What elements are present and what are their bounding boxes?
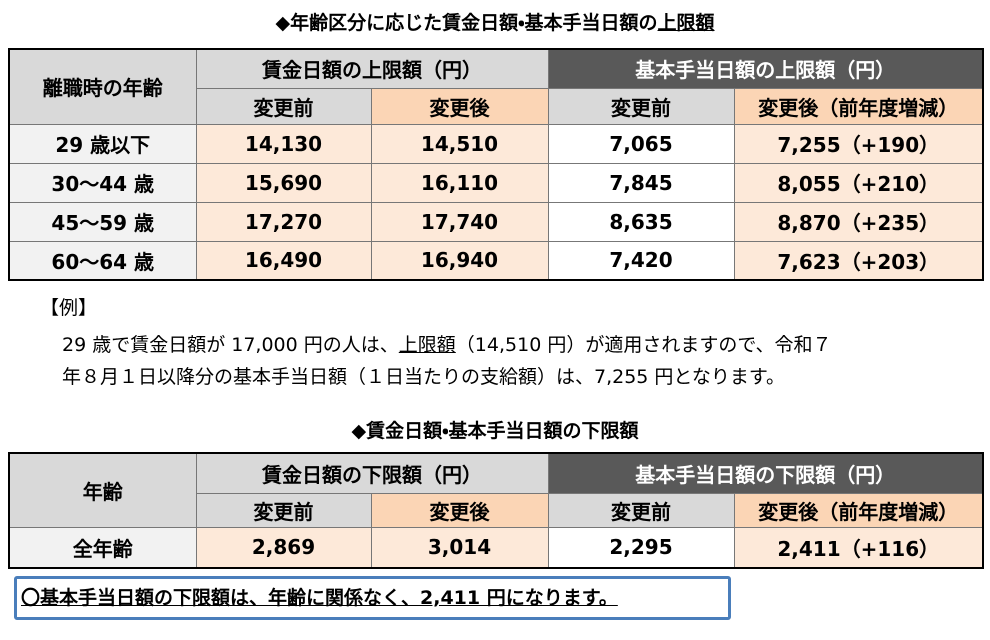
header-cell: 賃金日額の下限額（円） (195, 452, 549, 494)
subheader-cell: 変更前 (195, 87, 372, 125)
header-cell: 年齢 (8, 452, 197, 528)
value-cell: 7,255（+190） (733, 123, 984, 164)
age-cell: 29 歳以下 (8, 123, 197, 164)
text-emphasis: 上限額 (398, 334, 456, 356)
header-cell: 基本手当日額の上限額（円） (547, 48, 984, 89)
text: 29 歳で賃金日額が 17,000 円の人は、 (62, 334, 399, 356)
subheader-cell: 変更後（前年度増減） (733, 87, 984, 125)
value-cell: 2,869 (195, 526, 372, 569)
value-cell: 7,420 (547, 240, 735, 281)
example-label: 【例】 (40, 297, 98, 319)
age-cell: 30～44 歳 (8, 162, 197, 203)
value-cell: 8,635 (547, 201, 735, 242)
subheader-cell: 変更前 (195, 492, 372, 528)
table-body: 29 歳以下 14,130 14,510 7,065 7,255（+190） 30～44 … (8, 123, 984, 281)
value-cell: 14,130 (195, 123, 372, 164)
value-cell: 17,740 (370, 201, 549, 242)
value-cell: 16,940 (370, 240, 549, 281)
value-cell: 7,623（+203） (733, 240, 984, 281)
value-cell: 7,065 (547, 123, 735, 164)
header-cell: 賃金日額の上限額（円） (195, 48, 549, 89)
lower-title: ◆賃金日額・基本手当日額の下限額 (351, 420, 639, 442)
table-row: 29 歳以下 14,130 14,510 7,065 7,255（+190） (8, 123, 984, 164)
value-cell: 3,014 (370, 526, 549, 569)
title-emphasis: 上限額 (657, 12, 715, 34)
age-cell: 全年齢 (8, 526, 197, 569)
value-cell: 17,270 (195, 201, 372, 242)
age-cell: 45～59 歳 (8, 201, 197, 242)
value-cell: 8,870（+235） (733, 201, 984, 242)
text: （14,510 円）が適用されますので、令和７ (455, 334, 832, 356)
header-cell: 離職時の年齢 (8, 48, 197, 125)
subheader-cell: 変更前 (547, 492, 735, 528)
subheader-cell: 変更後（前年度増減） (733, 492, 984, 528)
upper-title: ◆年齢区分に応じた賃金日額・基本手当日額の上限額 (0, 8, 990, 35)
value-cell: 16,110 (370, 162, 549, 203)
subheader-cell: 変更前 (547, 87, 735, 125)
table-row: 全年齢 2,869 3,014 2,295 2,411（+116） (8, 526, 984, 569)
age-cell: 60～64 歳 (8, 240, 197, 281)
value-cell: 15,690 (195, 162, 372, 203)
upper-table: 離職時の年齢 賃金日額の上限額（円） 基本手当日額の上限額（円） 変更前 変更後… (8, 48, 984, 281)
table-row: 30～44 歳 15,690 16,110 7,845 8,055（+210） (8, 162, 984, 203)
value-cell: 8,055（+210） (733, 162, 984, 203)
table-body: 全年齢 2,869 3,014 2,295 2,411（+116） (8, 526, 984, 569)
value-cell: 16,490 (195, 240, 372, 281)
subheader-cell: 変更後 (370, 492, 549, 528)
example-line: 29 歳で賃金日額が 17,000 円の人は、上限額（14,510 円）が適用さ… (62, 330, 832, 357)
value-cell: 14,510 (370, 123, 549, 164)
subheader-cell: 変更後 (370, 87, 549, 125)
note-text: 〇基本手当日額の下限額は、年齢に関係なく、2,411 円になります。 (21, 587, 618, 609)
table-row: 45～59 歳 17,270 17,740 8,635 8,870（+235） (8, 201, 984, 242)
table-row: 60～64 歳 16,490 16,940 7,420 7,623（+203） (8, 240, 984, 281)
value-cell: 2,295 (547, 526, 735, 569)
value-cell: 7,845 (547, 162, 735, 203)
note-box: 〇基本手当日額の下限額は、年齢に関係なく、2,411 円になります。 (14, 576, 731, 620)
title-text: ◆年齢区分に応じた賃金日額・基本手当日額の (275, 12, 658, 34)
value-cell: 2,411（+116） (733, 526, 984, 569)
lower-table: 年齢 賃金日額の下限額（円） 基本手当日額の下限額（円） 変更前 変更後 変更前… (8, 452, 984, 569)
example-line: 年８月１日以降分の基本手当日額（１日当たりの支給額）は、7,255 円となります… (62, 366, 785, 388)
header-cell: 基本手当日額の下限額（円） (547, 452, 984, 494)
